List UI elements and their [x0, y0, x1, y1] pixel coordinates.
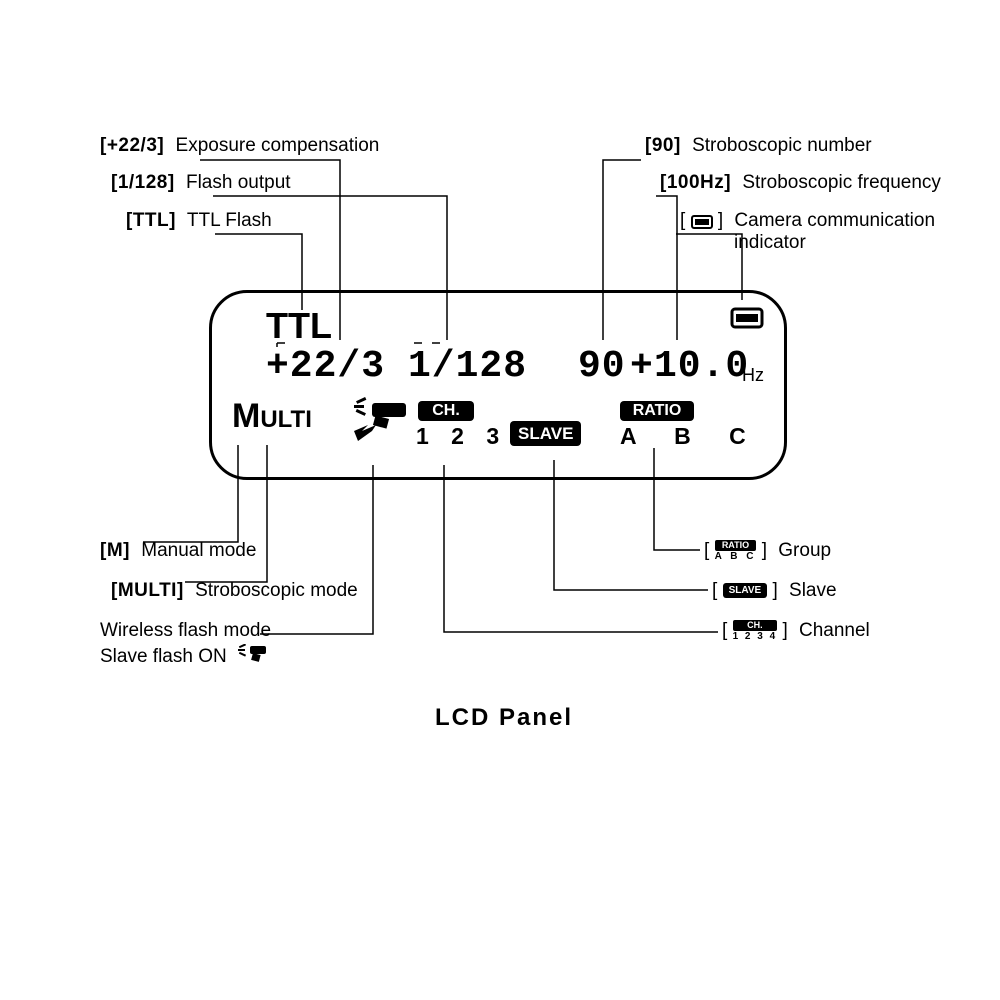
lcd-flash-output: 1/128 — [408, 345, 527, 388]
callout-group: [ RATIO A B C ] Group — [704, 540, 831, 562]
lcd-ch-badge: CH. — [418, 401, 474, 421]
callout-flash-output: [1/128] Flash output — [111, 172, 291, 194]
lcd-strobo-freq-pre: + — [630, 345, 654, 388]
lcd-slave-badge: SLAVE — [510, 421, 581, 446]
callout-exposure-comp: [+22/3] Exposure compensation — [100, 135, 379, 157]
camera-comm-icon-small — [691, 215, 713, 229]
lcd-multi-label: Multi — [232, 397, 312, 436]
lcd-ratio-groups: A B C — [620, 423, 762, 450]
lcd-panel-frame: TTL +22/3 1/128 90 + 10.0 Hz Multi CH. 1… — [209, 290, 787, 480]
callout-wireless-1: Wireless flash mode — [100, 620, 271, 642]
callout-ttl-flash: [TTL] TTL Flash — [126, 210, 272, 232]
callout-camera-comm: [ ] Camera communication — [680, 210, 935, 232]
lcd-hz-unit: Hz — [742, 365, 764, 386]
wireless-flash-icon — [354, 397, 410, 443]
lcd-strobo-number: 90 — [578, 345, 626, 388]
callout-strobo-mode: [MULTI] Stroboscopic mode — [111, 580, 358, 602]
callout-strobo-number: [90] Stroboscopic number — [645, 135, 872, 157]
callout-strobo-freq: [100Hz] Stroboscopic frequency — [660, 172, 941, 194]
callout-wireless-2: Slave flash ON — [100, 644, 268, 668]
callout-slave: [ SLAVE ] Slave — [712, 580, 837, 602]
figure-title: LCD Panel — [435, 704, 573, 732]
camera-comm-icon — [730, 307, 764, 329]
callout-camera-comm-2: indicator — [734, 232, 806, 254]
lcd-panel-diagram: { "title": "LCD Panel", "colors": { "fg"… — [0, 0, 1000, 1000]
callout-channel: [ CH. 1 2 3 4 ] Channel — [722, 620, 870, 642]
wireless-flash-icon-small — [238, 644, 268, 666]
lcd-ratio-badge: RATIO — [620, 401, 694, 421]
lcd-strobo-freq: 10.0 — [654, 345, 749, 388]
lcd-exposure-comp: +22/3 — [266, 345, 385, 388]
lcd-ttl-label: TTL — [266, 305, 332, 347]
callout-manual-mode: [M] Manual mode — [100, 540, 256, 562]
